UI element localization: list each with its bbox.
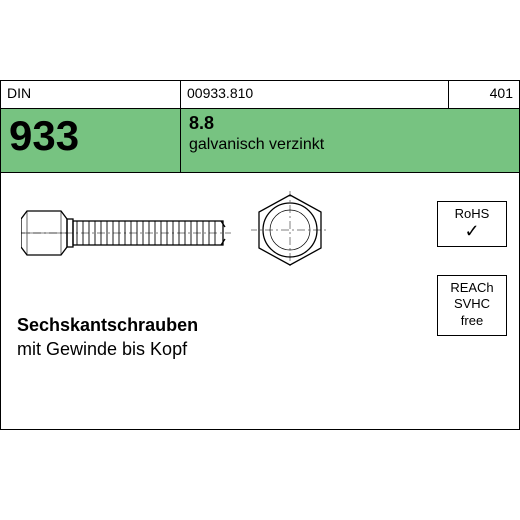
header-product-code: 00933.810 (181, 81, 449, 108)
finish-label: galvanisch verzinkt (189, 136, 511, 154)
standard-number: 933 (1, 109, 181, 172)
bolt-side-icon (21, 193, 231, 273)
description: Sechskantschrauben mit Gewinde bis Kopf (17, 313, 198, 362)
reach-badge: REACh SVHC free (437, 275, 507, 336)
description-line1: Sechskantschrauben (17, 313, 198, 337)
header-din-label: DIN (1, 81, 181, 108)
bolt-front-icon (251, 191, 329, 269)
description-line2: mit Gewinde bis Kopf (17, 337, 198, 361)
spec-row: 933 8.8 galvanisch verzinkt (1, 109, 519, 173)
product-card: DIN 00933.810 401 933 8.8 galvanisch ver… (0, 80, 520, 430)
rohs-label: RoHS (438, 206, 506, 222)
grade-label: 8.8 (189, 113, 511, 134)
header-row: DIN 00933.810 401 (1, 81, 519, 109)
reach-line2: SVHC (438, 296, 506, 312)
body-area: Sechskantschrauben mit Gewinde bis Kopf … (1, 173, 519, 429)
reach-line3: free (438, 313, 506, 329)
reach-line1: REACh (438, 280, 506, 296)
check-icon: ✓ (438, 222, 506, 240)
rohs-badge: RoHS ✓ (437, 201, 507, 247)
spec-cell: 8.8 galvanisch verzinkt (181, 109, 519, 172)
header-right-code: 401 (449, 81, 519, 108)
